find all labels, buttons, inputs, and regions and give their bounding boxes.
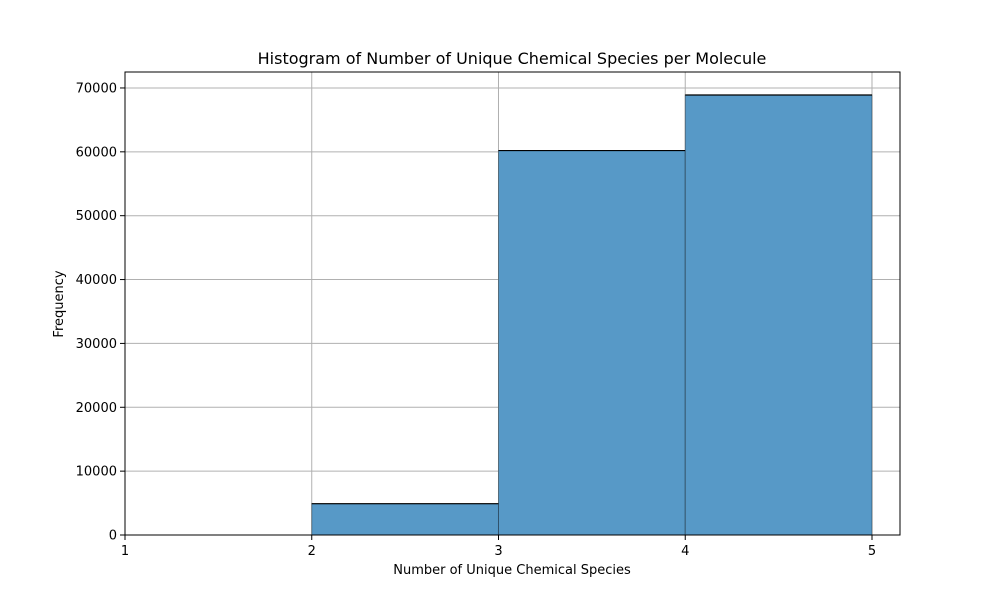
x-tick-label: 5 (868, 544, 876, 559)
y-tick-label: 70000 (76, 81, 117, 96)
chart-title: Histogram of Number of Unique Chemical S… (258, 49, 767, 68)
y-tick-label: 60000 (76, 145, 117, 160)
y-tick-label: 40000 (76, 273, 117, 288)
y-tick-label: 0 (109, 529, 117, 544)
y-tick-label: 30000 (76, 337, 117, 352)
x-tick-label: 2 (308, 544, 316, 559)
x-tick-label: 1 (121, 544, 129, 559)
histogram-bar (685, 94, 872, 535)
y-axis-label: Frequency (52, 270, 67, 337)
histogram-bar (311, 503, 499, 535)
histogram-bars (311, 94, 873, 536)
x-tick-label: 3 (494, 544, 502, 559)
y-tick-label: 20000 (76, 401, 117, 416)
x-tick-label: 4 (681, 544, 689, 559)
y-tick-label: 10000 (76, 465, 117, 480)
y-tick-label: 50000 (76, 209, 117, 224)
y-axis-ticks: 0 10000 20000 30000 40000 50000 60000 70000 (76, 81, 125, 544)
x-axis-ticks: 1 2 3 4 5 (121, 535, 876, 559)
plot-frame (124, 71, 901, 536)
histogram-bar (498, 150, 686, 535)
x-axis-label: Number of Unique Chemical Species (393, 563, 631, 578)
